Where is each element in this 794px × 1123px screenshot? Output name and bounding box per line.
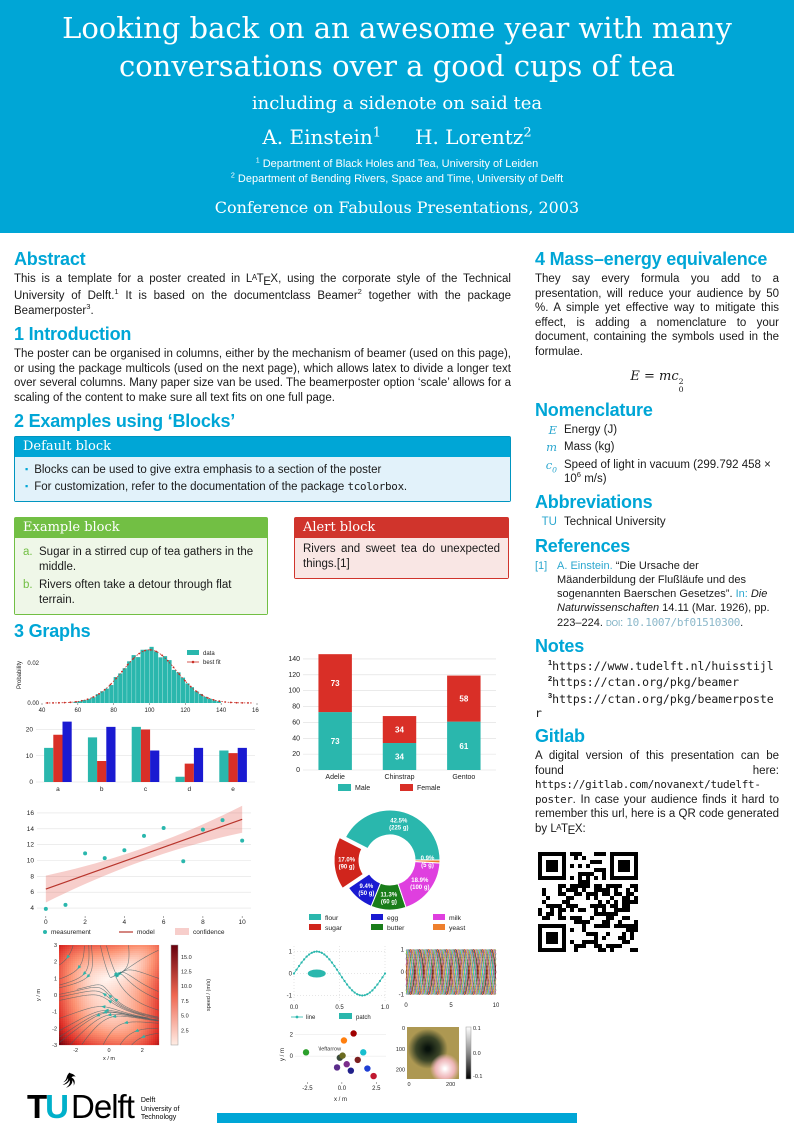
introduction-text: The poster can be organised in columns, … bbox=[14, 348, 511, 404]
default-block: Default block Blocks can be used to give… bbox=[14, 435, 511, 502]
chart-stacked-bars-penguins bbox=[277, 644, 502, 797]
footer-bar bbox=[217, 1113, 577, 1123]
gitlab-text: A digital version of this presentation c… bbox=[535, 750, 779, 838]
conference-line: Conference on Fabulous Presentations, 20… bbox=[214, 198, 580, 218]
default-block-title: Default block bbox=[15, 436, 510, 457]
default-block-body: Blocks can be used to give extra emphasi… bbox=[15, 456, 510, 501]
author-1: A. Einstein1 bbox=[262, 125, 382, 150]
example-block: Example block a. Sugar in a stirred cup … bbox=[14, 516, 268, 615]
heading-abbreviations: Abbreviations bbox=[535, 492, 653, 513]
heading-graphs: 3 Graphs bbox=[14, 620, 91, 641]
example-block-title: Example block bbox=[15, 517, 267, 538]
example-block-body: a. Sugar in a stirred cup of tea gathers… bbox=[15, 537, 267, 614]
heading-notes: Notes bbox=[535, 636, 585, 657]
heading-introduction: 1 Introduction bbox=[14, 324, 132, 345]
graphs-grid: T U Delft Delft University of Technology bbox=[14, 644, 511, 1123]
tudelft-wordmark: T U Delft Delft University of Technology bbox=[27, 1088, 180, 1123]
alert-block: Alert block Rivers and sweet tea do unex… bbox=[294, 516, 509, 579]
graph-cell-hist-bars bbox=[14, 644, 260, 796]
heading-mass-energy: 4 Mass–energy equivalence bbox=[535, 249, 768, 270]
affiliation-2: 2 Department of Bending Rivers, Space an… bbox=[230, 171, 564, 186]
mass-energy-text: They say every formula you add to a pres… bbox=[535, 273, 779, 358]
chart-streamplot bbox=[34, 942, 240, 1071]
chart-donut bbox=[286, 800, 493, 939]
heading-nomenclature: Nomenclature bbox=[535, 400, 653, 421]
graph-cell-stream: T U Delft Delft University of Technology bbox=[14, 942, 260, 1123]
note-1: 1https://www.tudelft.nl/huisstijl bbox=[548, 658, 774, 673]
title-line-2: conversations over a good cups of tea bbox=[118, 48, 676, 83]
nomenclature-row-E: E Energy (J) bbox=[548, 422, 618, 437]
mass-energy-formula: E = mc 2 0 bbox=[630, 369, 684, 394]
left-column: Abstract This is a template for a poster… bbox=[14, 243, 511, 1123]
default-block-bullet-1: Blocks can be used to give extra emphasi… bbox=[23, 463, 502, 478]
graph-cell-regression bbox=[14, 800, 260, 939]
block-row: Example block a. Sugar in a stirred cup … bbox=[14, 512, 511, 615]
poster-subtitle: including a sidenote on said tea bbox=[251, 93, 543, 115]
abstract-text: This is a template for a poster created … bbox=[14, 273, 511, 317]
heading-abstract: Abstract bbox=[14, 249, 86, 270]
example-item-b: b. Rivers often take a detour through fl… bbox=[23, 578, 232, 606]
heading-blocks: 2 Examples using ‘Blocks’ bbox=[14, 411, 236, 432]
affiliation-1: 1 Department of Black Holes and Tea, Uni… bbox=[255, 156, 539, 171]
reference-entry-1: [1] A. Einstein. “Die Ursache der Mäande… bbox=[535, 559, 770, 629]
default-block-bullet-2: For customization, refer to the document… bbox=[23, 480, 502, 495]
affiliations: 1 Department of Black Holes and Tea, Uni… bbox=[20, 156, 774, 186]
chart-colored-scatter bbox=[278, 1024, 389, 1103]
chart-regression bbox=[18, 800, 256, 939]
note-2: 2https://ctan.org/pkg/beamer bbox=[548, 674, 740, 690]
small-multiples-grid bbox=[278, 942, 501, 1103]
tudelft-tagline: Delft University of Technology bbox=[140, 1097, 180, 1121]
title-line-1: Looking back on an awesome year with man… bbox=[62, 11, 732, 45]
graph-cell-penguins bbox=[268, 644, 511, 797]
example-item-a: a. Sugar in a stirred cup of tea gathers… bbox=[23, 545, 254, 573]
tudelft-logo: T U Delft Delft University of Technology bbox=[27, 1073, 257, 1123]
heading-references: References bbox=[535, 535, 631, 556]
chart-pcolormesh bbox=[392, 1024, 499, 1095]
poster-title: Looking back on an awesome year with man… bbox=[20, 10, 774, 85]
chart-grouped-bars bbox=[15, 714, 259, 795]
author-2: H. Lorentz2 bbox=[415, 125, 532, 150]
abbreviation-row-TU: TU Technical University bbox=[541, 516, 666, 529]
alert-block-title: Alert block bbox=[295, 517, 508, 538]
right-column: 4 Mass–energy equivalence They say every… bbox=[535, 243, 779, 1123]
graph-cell-donut bbox=[268, 800, 511, 939]
heading-gitlab: Gitlab bbox=[535, 726, 585, 747]
nomenclature-row-c0: c0 Speed of light in vacuum (299.792 458… bbox=[545, 457, 771, 486]
chart-sine-patch bbox=[278, 942, 389, 1023]
chart-many-sines bbox=[392, 942, 499, 1011]
qr-code bbox=[535, 848, 641, 955]
alert-block-body: Rivers and sweet tea do unexpected thing… bbox=[295, 537, 508, 578]
poster-header: Looking back on an awesome year with man… bbox=[0, 0, 794, 234]
tudelft-flame-icon bbox=[55, 1072, 77, 1103]
chart-histogram-fit bbox=[15, 644, 259, 715]
authors-line: A. Einstein1 H. Lorentz2 bbox=[20, 125, 774, 149]
graph-cell-small-multiples bbox=[268, 942, 511, 1123]
poster-body: Abstract This is a template for a poster… bbox=[0, 233, 794, 1123]
note-3: 3https://ctan.org/pkg/beamerposter bbox=[535, 690, 774, 721]
nomenclature-row-m: m Mass (kg) bbox=[546, 440, 615, 455]
qr-code-wrap bbox=[535, 848, 779, 955]
